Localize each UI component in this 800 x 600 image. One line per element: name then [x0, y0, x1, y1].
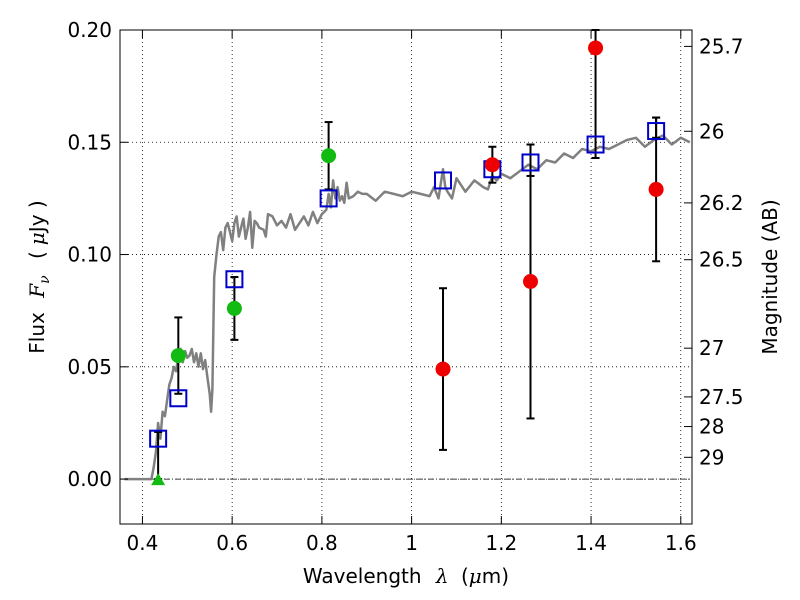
x-axis-label: Wavelength λ (μm) — [303, 564, 509, 588]
y2-tick-label: 29 — [699, 445, 724, 469]
x-axis-label-unit-mu: μ — [469, 564, 482, 588]
y-tick-label: 0.15 — [67, 130, 112, 154]
green-point — [226, 300, 242, 316]
x-tick-label: 0.6 — [216, 531, 248, 555]
model-photometry-square — [586, 135, 605, 154]
points-group — [149, 40, 666, 486]
green-upper-limit-triangle — [151, 473, 166, 486]
x-tick-label: 0.4 — [127, 531, 159, 555]
ticks-group: 0.4 0.6 0.8 1 1.2 1.4 1.6 0.00 0.05 0.10 0.15 0.20 2… — [67, 18, 743, 555]
x-tick-label: 1.4 — [575, 531, 607, 555]
plot-background — [120, 30, 692, 524]
y-axis-label-text: Flux — [25, 312, 49, 354]
x-axis-label-unit-close: m) — [482, 564, 509, 588]
x-tick-label: 1 — [405, 531, 418, 555]
y2-tick-label: 27 — [699, 336, 724, 360]
y2-tick-label: 26.5 — [699, 248, 744, 272]
y-axis-label-unit-open: ( — [25, 251, 49, 259]
y2-tick-label: 27.5 — [699, 385, 744, 409]
green-point — [170, 348, 186, 364]
model-photometry-square — [169, 389, 188, 408]
red-point — [522, 273, 538, 289]
y-tick-label: 0.20 — [67, 18, 112, 42]
y-tick-label: 0.05 — [67, 355, 112, 379]
x-axis-label-symbol: λ — [435, 564, 449, 588]
red-point — [484, 157, 500, 173]
model-photometry-square — [149, 429, 168, 448]
x-tick-label: 1.6 — [665, 531, 697, 555]
x-axis-label-text: Wavelength — [303, 564, 422, 588]
x-axis-label-unit-open: ( — [461, 564, 469, 588]
model-photometry-square — [319, 189, 338, 208]
y2-tick-label: 25.7 — [699, 34, 744, 58]
red-point — [588, 40, 604, 56]
y-axis-label-symbol: F — [25, 283, 49, 299]
y2-axis-label: Magnitude (AB) — [758, 199, 782, 354]
y-axis-label-unit-close: Jy ) — [25, 200, 49, 234]
y-tick-label: 0.00 — [67, 467, 112, 491]
model-spectrum-group — [124, 134, 691, 481]
y2-tick-label: 26 — [699, 119, 724, 143]
y-axis-label-symbol-sub: ν — [37, 275, 53, 284]
model-photometry-square — [521, 153, 540, 172]
y2-tick-label: 26.2 — [699, 191, 744, 215]
red-point — [648, 181, 664, 197]
y-axis-label-unit-mu: μ — [25, 232, 49, 245]
y-axis-label: Flux Fν ( μJy ) — [25, 200, 54, 353]
x-tick-label: 1.2 — [485, 531, 517, 555]
plot-frame — [119, 29, 693, 525]
x-tick-label: 0.8 — [306, 531, 338, 555]
y-tick-label: 0.10 — [67, 243, 112, 267]
green-point — [321, 148, 337, 164]
y2-tick-label: 28 — [699, 415, 724, 439]
model-photometry-square — [225, 270, 244, 289]
model-spectrum-line — [124, 134, 691, 481]
red-point — [435, 361, 451, 377]
model-photometry-square — [647, 122, 666, 141]
model-photometry-square — [434, 171, 453, 190]
